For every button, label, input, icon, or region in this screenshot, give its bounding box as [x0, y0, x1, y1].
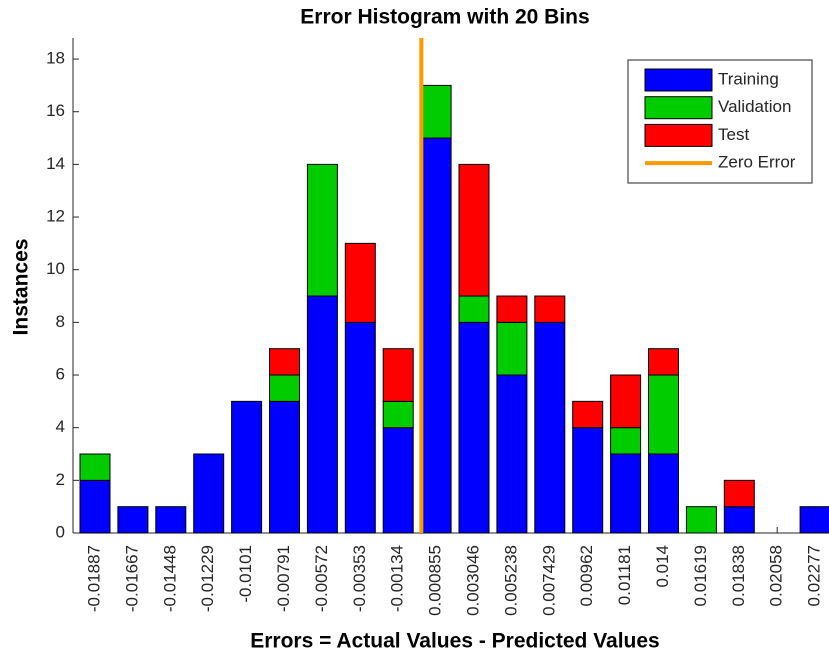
- bar-segment: [420, 84, 452, 139]
- y-tick-label: 2: [56, 470, 65, 489]
- bar-segment: [79, 453, 111, 481]
- y-tick-label: 12: [46, 207, 65, 226]
- x-axis-label: Errors = Actual Values - Predicted Value…: [250, 630, 660, 653]
- bar-segment: [344, 242, 376, 323]
- bar-segment: [420, 137, 452, 534]
- bar-segment: [344, 321, 376, 534]
- x-tick-label: -0.01229: [198, 545, 217, 612]
- legend-swatch: [644, 68, 713, 92]
- bar-segment: [572, 427, 604, 534]
- legend-label: Test: [718, 125, 749, 144]
- x-tick-label: 0.014: [653, 545, 672, 588]
- y-axis-label: Instances: [10, 239, 33, 336]
- bar-segment: [496, 374, 528, 534]
- bar-segment: [723, 479, 755, 508]
- legend-label: Training: [718, 69, 779, 88]
- y-tick-label: 14: [46, 154, 65, 173]
- x-tick-label: 0.005238: [501, 545, 520, 616]
- legend-label: Zero Error: [718, 153, 796, 172]
- y-tick-label: 18: [46, 49, 65, 68]
- x-tick-label: 0.02058: [767, 545, 786, 606]
- bar-segment: [572, 400, 604, 429]
- x-tick-label: -0.00572: [312, 545, 331, 612]
- bar-segment: [610, 427, 642, 455]
- bar-segment: [269, 374, 300, 402]
- legend-swatch: [644, 123, 713, 147]
- x-tick-label: 0.003046: [463, 545, 482, 616]
- bar-segment: [534, 295, 566, 323]
- bar-segment: [648, 348, 679, 376]
- bar-segment: [117, 506, 149, 534]
- legend-label: Validation: [718, 97, 791, 116]
- x-tick-label: -0.01448: [160, 545, 179, 612]
- bar-segment: [496, 295, 528, 323]
- x-tick-label: 0.007429: [539, 545, 558, 616]
- bar-segment: [610, 374, 642, 429]
- bar-segment: [306, 163, 338, 297]
- bar-segment: [193, 453, 225, 534]
- x-tick-label: -0.00791: [274, 545, 293, 612]
- x-tick-label: 0.01619: [691, 545, 710, 606]
- bar-segment: [496, 321, 528, 376]
- x-tick-label: 0.000855: [426, 545, 445, 616]
- bar-segment: [799, 506, 829, 534]
- x-tick-label: -0.00353: [350, 545, 369, 612]
- x-tick-label: 0.01838: [729, 545, 748, 606]
- bar-segment: [79, 479, 111, 534]
- y-tick-label: 16: [46, 101, 65, 120]
- x-tick-label: -0.01887: [84, 545, 103, 612]
- y-tick-label: 0: [56, 522, 65, 541]
- x-tick-label: 0.01181: [615, 545, 634, 605]
- bar-segment: [269, 348, 300, 376]
- bar-segment: [534, 321, 566, 534]
- y-tick-label: 10: [46, 259, 65, 278]
- bar-segment: [306, 295, 338, 534]
- bar-segment: [648, 374, 679, 455]
- chart-title: Error Histogram with 20 Bins: [300, 6, 589, 29]
- legend-swatch: [644, 96, 713, 120]
- bar-segment: [269, 400, 300, 534]
- bar-segment: [155, 506, 187, 534]
- bar-segment: [382, 400, 414, 429]
- bar-segment: [685, 506, 717, 534]
- y-tick-label: 6: [56, 365, 65, 384]
- y-tick-label: 4: [56, 417, 65, 436]
- x-tick-label: -0.00134: [388, 545, 407, 612]
- bar-segment: [723, 506, 755, 534]
- bar-segment: [610, 453, 642, 534]
- x-tick-label: -0.0101: [236, 545, 255, 603]
- x-tick-label: -0.01667: [122, 545, 141, 612]
- bar-segment: [648, 453, 679, 534]
- bar-segment: [382, 348, 414, 402]
- bar-segment: [382, 427, 414, 534]
- y-tick-label: 8: [56, 312, 65, 331]
- x-tick-label: 0.02277: [805, 545, 824, 606]
- bar-segment: [458, 163, 490, 297]
- x-tick-label: 0.00962: [577, 545, 596, 606]
- bar-segment: [231, 400, 263, 534]
- bar-segment: [458, 321, 490, 534]
- bar-segment: [458, 295, 490, 323]
